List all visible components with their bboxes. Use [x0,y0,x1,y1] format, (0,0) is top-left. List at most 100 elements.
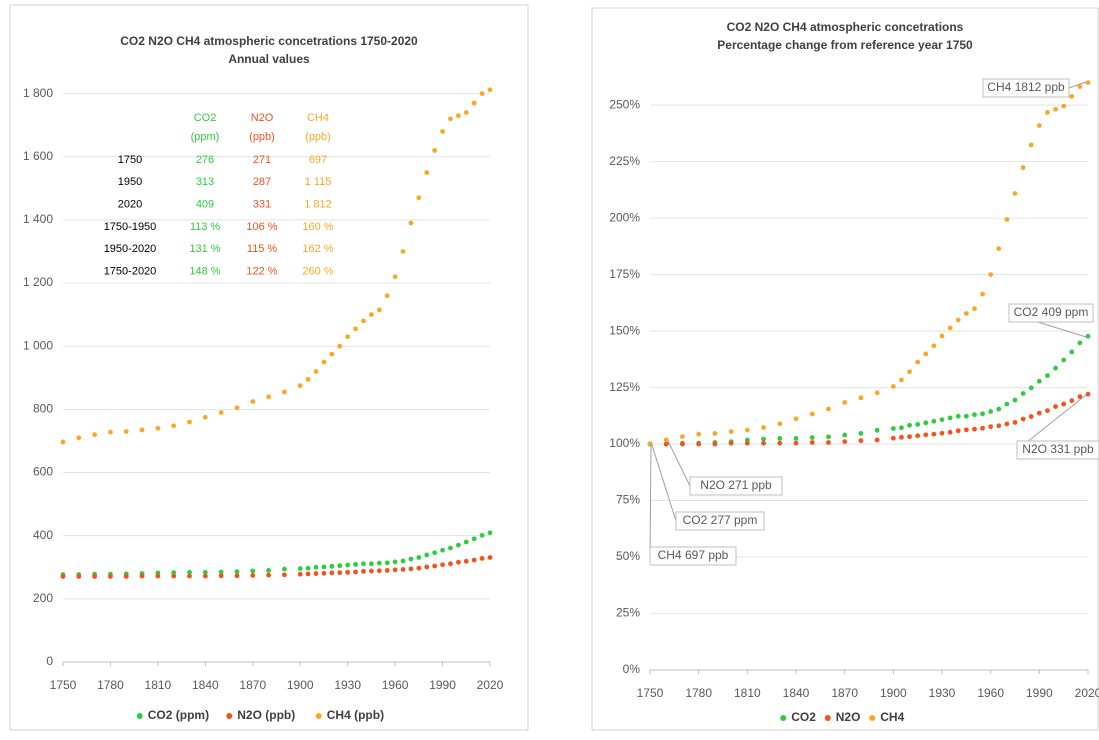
data-point [305,565,311,571]
data-point [777,440,783,446]
table-cell: 1950 [118,176,142,188]
data-point [996,246,1002,252]
data-point [996,406,1002,412]
table-cell: 331 [253,199,271,211]
data-point [899,377,904,383]
data-point [455,542,461,548]
data-point [728,440,734,446]
data-point [858,438,864,444]
data-point [972,426,977,432]
data-point [907,422,912,428]
annotation: CO2 277 ppm [683,513,758,527]
callout-leader [650,441,677,522]
table-unit: (ppb) [305,131,331,143]
y-tick-label: 800 [33,402,53,416]
callout-box [689,476,783,496]
data-point [761,436,766,442]
callout-leader [667,440,691,487]
data-point [313,564,319,570]
data-point [479,91,485,96]
table-header: N2O [251,112,274,124]
data-point [408,556,414,562]
data-point [712,441,718,447]
legend-label: CO2 (ppm) [148,708,209,722]
data-point [297,571,303,577]
data-point [202,573,208,579]
x-tick-label: 1930 [334,678,361,692]
data-point [345,562,351,568]
table-unit: (ppm) [191,131,220,143]
data-point [353,569,358,575]
data-point [440,547,445,553]
data-point [1028,385,1034,391]
y-tick-label: 250% [609,97,640,111]
data-point [988,409,994,414]
data-point [963,427,969,433]
data-point [487,87,493,93]
data-point [842,432,848,438]
data-point [1004,217,1010,222]
y-tick-label: 1 400 [23,212,53,226]
data-point [384,293,390,299]
data-point [1020,416,1026,422]
data-point [266,394,271,400]
data-point [345,569,351,575]
data-point [416,565,422,571]
data-point [842,400,848,405]
data-point [793,436,799,441]
data-point [988,272,994,278]
data-point [1012,419,1018,425]
x-tick-label: 2020 [477,678,504,692]
data-point [392,559,398,565]
data-point [890,435,896,441]
y-tick-label: 200% [609,210,640,224]
data-point [931,431,937,437]
data-point [923,351,929,357]
x-tick-label: 1960 [977,686,1004,700]
data-point [1069,349,1075,355]
data-point [809,411,815,417]
legend-marker [315,713,322,719]
data-point [1053,404,1058,409]
data-point [321,564,327,570]
table-cell: 287 [253,176,271,188]
data-point [793,440,799,446]
data-point [321,570,327,576]
data-point [361,568,366,574]
data-point [907,434,912,440]
y-tick-label: 1 600 [23,149,53,163]
data-point [455,559,461,565]
annotation: CO2 409 ppm [1014,305,1089,319]
data-point [963,311,969,316]
table-cell: 160 % [302,221,333,233]
data-point [368,561,374,567]
x-tick-label: 1840 [783,686,810,700]
table-cell: 113 % [190,221,221,233]
legend-label: N2O [836,710,861,724]
data-point [915,422,921,427]
data-point [1077,394,1083,400]
y-tick-label: 0% [623,662,641,676]
y-tick-label: 600 [33,465,53,479]
data-point [282,566,287,572]
data-point [463,558,469,564]
data-point [793,416,799,422]
x-tick-label: 1990 [429,678,456,692]
data-point [353,562,358,567]
data-point [400,249,406,254]
x-tick-label: 1990 [1026,686,1053,700]
data-point [282,572,287,578]
data-point [139,427,145,433]
data-point [1085,391,1091,397]
y-tick-label: 125% [609,380,640,394]
data-point [408,220,414,226]
x-tick-label: 1780 [97,678,124,692]
data-point [809,440,815,445]
legend-marker [869,715,876,721]
data-point [972,306,977,311]
legend-marker [780,715,787,721]
data-point [313,369,319,374]
data-point [266,572,271,578]
data-point [980,425,985,431]
data-point [368,312,374,318]
